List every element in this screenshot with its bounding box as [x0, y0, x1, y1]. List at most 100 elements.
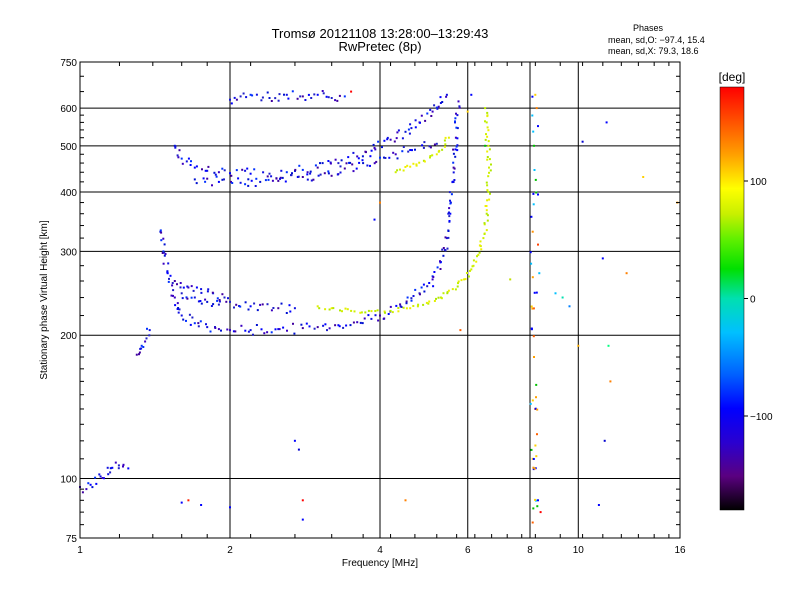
x-tick-label: 1 — [77, 545, 83, 556]
data-point — [280, 302, 283, 305]
data-point — [138, 351, 141, 354]
data-point — [446, 247, 449, 250]
data-point — [410, 297, 413, 300]
data-point — [377, 319, 380, 322]
data-point — [377, 140, 380, 143]
data-point — [451, 288, 454, 291]
data-point — [178, 149, 181, 152]
data-point — [370, 317, 373, 320]
data-point — [376, 309, 379, 312]
data-point — [389, 309, 392, 312]
x-tick-label: 4 — [377, 545, 383, 556]
data-point — [122, 465, 124, 468]
data-point — [206, 326, 209, 329]
data-point — [217, 171, 220, 174]
data-point — [326, 329, 328, 332]
data-point — [433, 143, 436, 146]
data-point — [274, 328, 277, 331]
data-point — [223, 169, 226, 172]
stats-x-line: mean, sd,X: 79.3, 18.6 — [608, 46, 699, 56]
data-point — [296, 97, 299, 100]
data-point — [426, 112, 429, 115]
data-point — [447, 289, 450, 292]
data-point — [487, 140, 490, 143]
data-point — [306, 173, 309, 176]
data-point — [412, 162, 415, 165]
data-point — [251, 94, 254, 97]
data-point — [530, 215, 533, 218]
data-point — [338, 94, 341, 97]
data-point — [530, 262, 533, 265]
data-point — [185, 319, 187, 322]
data-point — [530, 448, 533, 451]
data-point — [140, 344, 143, 347]
data-point — [476, 255, 478, 258]
data-point — [285, 93, 288, 96]
data-point — [247, 330, 250, 333]
data-point — [449, 202, 452, 205]
data-point — [279, 177, 281, 180]
data-point — [352, 151, 355, 154]
data-point — [439, 268, 442, 270]
data-point — [470, 268, 473, 271]
data-point — [486, 135, 489, 138]
data-point — [537, 193, 539, 196]
data-point — [277, 99, 280, 102]
data-point — [140, 347, 143, 350]
data-point — [230, 180, 232, 183]
data-point — [402, 146, 405, 148]
data-point — [444, 249, 447, 252]
data-point — [488, 198, 491, 201]
data-point — [458, 106, 461, 109]
data-point — [293, 307, 296, 310]
data-point — [230, 102, 233, 105]
data-point — [229, 300, 231, 303]
data-point — [247, 178, 250, 181]
data-point — [235, 169, 238, 172]
data-point — [533, 356, 535, 358]
data-point — [260, 328, 263, 331]
data-point — [554, 292, 557, 295]
data-point — [205, 323, 207, 326]
data-point — [399, 303, 402, 306]
data-point — [364, 311, 367, 314]
data-point — [266, 303, 269, 306]
data-point — [444, 136, 447, 139]
data-point — [204, 298, 207, 301]
data-point — [339, 171, 342, 174]
data-point — [451, 180, 454, 183]
data-point — [230, 174, 233, 177]
data-point — [470, 93, 473, 96]
data-point — [89, 483, 92, 486]
data-point — [190, 296, 193, 299]
data-points — [79, 90, 679, 524]
y-tick-label: 200 — [60, 331, 77, 342]
data-point — [334, 324, 337, 327]
data-point — [381, 146, 383, 149]
data-point — [533, 169, 536, 171]
data-point — [294, 168, 297, 171]
data-point — [271, 179, 274, 182]
data-point — [309, 172, 312, 175]
data-point — [148, 334, 151, 337]
data-point — [145, 337, 148, 340]
data-point — [252, 333, 254, 336]
data-point — [485, 212, 488, 215]
data-point — [316, 326, 319, 329]
x-tick-label: 10 — [573, 545, 585, 556]
data-point — [148, 329, 151, 332]
data-point — [324, 323, 327, 326]
data-point — [272, 307, 275, 309]
data-point — [291, 90, 294, 93]
data-point — [87, 482, 90, 485]
data-point — [532, 335, 535, 338]
data-point — [209, 330, 212, 333]
data-point — [186, 285, 189, 288]
data-point — [267, 178, 270, 181]
data-point — [244, 183, 247, 186]
data-point — [323, 172, 326, 175]
data-point — [280, 169, 283, 172]
data-point — [530, 305, 533, 308]
data-point — [478, 244, 481, 247]
data-point — [247, 308, 250, 311]
